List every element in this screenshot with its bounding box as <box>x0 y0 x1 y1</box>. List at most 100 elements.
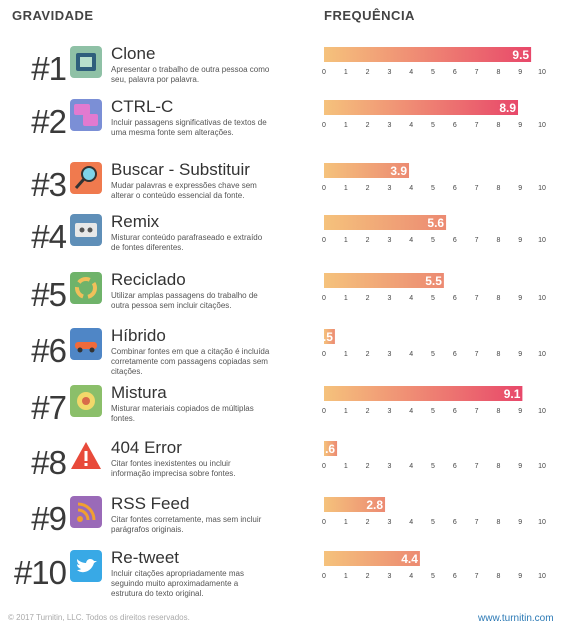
axis-tick-label: 10 <box>538 463 546 470</box>
axis-tick-label: 10 <box>538 573 546 580</box>
axis-tick-label: 9 <box>518 463 522 470</box>
axis-tick-label: 2 <box>366 237 370 244</box>
axis-tick-label: 1 <box>344 573 348 580</box>
axis-tick-label: 6 <box>453 573 457 580</box>
frequency-bar <box>324 47 532 62</box>
ctrl-c-icon <box>70 99 102 131</box>
axis-tick-label: 4 <box>409 185 413 192</box>
copy-paste-icon <box>70 46 102 78</box>
item-description: Apresentar o trabalho de outra pessoa co… <box>111 65 270 84</box>
axis-tick-label: 1 <box>344 519 348 526</box>
axis-tick-label: 5 <box>431 351 435 358</box>
frequency-bar-chart: 3.9 0 1 2 3 4 5 6 7 8 9 10 <box>322 163 546 192</box>
bar-value-label: 2.8 <box>366 498 383 512</box>
axis-tick-label: 0 <box>322 408 326 415</box>
axis-tick-label: 2 <box>366 573 370 580</box>
rank-number: #2 <box>31 103 67 140</box>
bar-value-label: .5 <box>323 330 333 344</box>
ranking-row: #3 Buscar - Substituir Mudar palavras e ex… <box>0 160 573 216</box>
axis-tick-label: 9 <box>518 69 522 76</box>
axis-tick-label: 5 <box>431 295 435 302</box>
axis-tick-label: 10 <box>538 122 546 129</box>
axis-tick-label: 6 <box>453 351 457 358</box>
frequency-bar <box>324 386 523 401</box>
axis-tick-label: 8 <box>496 185 500 192</box>
axis-tick-label: 6 <box>453 295 457 302</box>
axis-tick-label: 7 <box>475 351 479 358</box>
frequency-bar-chart: 9.1 0 1 2 3 4 5 6 7 8 9 10 <box>322 386 546 415</box>
axis-tick-label: 4 <box>409 295 413 302</box>
axis-tick-label: 1 <box>344 408 348 415</box>
axis-tick-label: 6 <box>453 122 457 129</box>
rank-number: #1 <box>31 50 67 87</box>
axis-tick-label: 9 <box>518 237 522 244</box>
axis-tick-label: 5 <box>431 122 435 129</box>
axis-tick-label: 9 <box>518 185 522 192</box>
axis-tick-label: 7 <box>475 237 479 244</box>
axis-tick-label: 10 <box>538 351 546 358</box>
axis-tick-label: 8 <box>496 122 500 129</box>
copyright-text: © 2017 Turnitin, LLC. Todos os direitos … <box>8 613 190 622</box>
axis-tick-label: 10 <box>538 69 546 76</box>
item-title: Híbrido <box>111 326 166 345</box>
frequency-bar <box>324 551 420 566</box>
axis-tick-label: 9 <box>518 408 522 415</box>
axis-tick-label: 7 <box>475 69 479 76</box>
axis-tick-label: 5 <box>431 408 435 415</box>
mixer-icon <box>70 385 102 417</box>
rank-number: #3 <box>31 166 67 203</box>
axis-tick-label: 9 <box>518 295 522 302</box>
axis-tick-label: 0 <box>322 463 326 470</box>
ranking-row: #10 Re-tweet Incluir citações apropriadame… <box>0 548 573 604</box>
axis-tick-label: 2 <box>366 519 370 526</box>
axis-tick-label: 9 <box>518 122 522 129</box>
item-title: Buscar - Substituir <box>111 160 250 179</box>
axis-tick-label: 4 <box>409 351 413 358</box>
website-link[interactable]: www.turnitin.com <box>478 613 554 624</box>
axis-tick-label: 5 <box>431 237 435 244</box>
item-title: RSS Feed <box>111 494 190 513</box>
axis-tick-label: 4 <box>409 408 413 415</box>
axis-tick-label: 8 <box>496 573 500 580</box>
ranking-row: #8 404 Error Citar fontes inexistentes ou … <box>0 438 573 494</box>
bar-value-label: 8.9 <box>499 101 516 115</box>
item-title: 404 Error <box>111 438 182 457</box>
item-description: Combinar fontes em que a citação é inclu… <box>111 347 270 376</box>
axis-tick-label: 0 <box>322 351 326 358</box>
axis-tick-label: 8 <box>496 463 500 470</box>
frequency-bar <box>324 100 519 115</box>
axis-tick-label: 10 <box>538 185 546 192</box>
bar-value-label: .6 <box>325 442 335 456</box>
item-title: Reciclado <box>111 270 186 289</box>
frequency-bar-chart: 9.5 0 1 2 3 4 5 6 7 8 9 10 <box>322 47 546 76</box>
axis-tick-label: 0 <box>322 573 326 580</box>
twitter-bird-icon <box>70 550 102 582</box>
axis-tick-label: 4 <box>409 519 413 526</box>
axis-tick-label: 0 <box>322 295 326 302</box>
ranking-row: #6 Híbrido Combinar fontes em que a citaçã… <box>0 326 573 382</box>
axis-tick-label: 7 <box>475 185 479 192</box>
axis-tick-label: 2 <box>366 69 370 76</box>
rank-number: #9 <box>31 500 67 537</box>
hybrid-car-icon <box>70 328 102 360</box>
rank-number: #4 <box>31 218 67 255</box>
item-title: Mistura <box>111 383 167 402</box>
axis-tick-label: 9 <box>518 573 522 580</box>
rss-icon <box>70 496 102 528</box>
axis-tick-label: 7 <box>475 519 479 526</box>
axis-tick-label: 3 <box>387 69 391 76</box>
axis-tick-label: 3 <box>387 295 391 302</box>
axis-tick-label: 8 <box>496 408 500 415</box>
ranking-row: #1 Clone Apresentar o trabalho de outra pe… <box>0 44 573 100</box>
axis-tick-label: 5 <box>431 69 435 76</box>
bar-value-label: 4.4 <box>401 552 418 566</box>
bar-value-label: 9.5 <box>512 48 529 62</box>
item-title: CTRL-C <box>111 97 174 116</box>
rank-number: #7 <box>31 389 67 426</box>
item-title: Remix <box>111 212 160 231</box>
axis-tick-label: 4 <box>409 237 413 244</box>
axis-tick-label: 2 <box>366 122 370 129</box>
frequency-bar <box>324 329 335 344</box>
axis-tick-label: 5 <box>431 185 435 192</box>
axis-tick-label: 1 <box>344 69 348 76</box>
